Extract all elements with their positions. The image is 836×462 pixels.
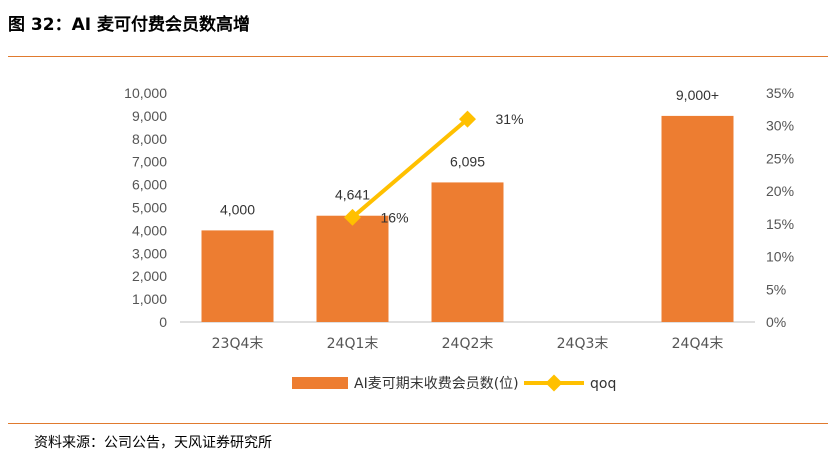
right-tick-label: 20%	[766, 183, 794, 199]
bar	[431, 182, 504, 322]
left-tick-label: 4,000	[132, 222, 167, 238]
legend-line-marker	[545, 374, 563, 392]
bar-data-label: 4,641	[335, 187, 370, 203]
x-tick-label: 24Q3末	[557, 336, 609, 352]
left-tick-label: 3,000	[132, 245, 167, 261]
right-tick-label: 10%	[766, 249, 794, 265]
left-tick-label: 8,000	[132, 131, 167, 147]
left-tick-label: 7,000	[132, 154, 167, 170]
left-tick-label: 10,000	[124, 85, 167, 101]
left-tick-label: 0	[159, 314, 167, 330]
left-tick-label: 6,000	[132, 177, 167, 193]
bottom-divider	[8, 423, 828, 424]
right-tick-label: 5%	[766, 281, 786, 297]
line-series: 16% 31%	[344, 110, 524, 226]
figure-title: 图 32：AI 麦可付费会员数高增	[8, 15, 250, 35]
left-tick-label: 1,000	[132, 291, 167, 307]
x-tick-label: 24Q4末	[672, 336, 724, 352]
legend-bar-label: AI麦可期末收费会员数(位)	[354, 376, 519, 392]
qoq-data-label: 31%	[496, 111, 524, 127]
x-axis-tick-labels: 23Q4末 24Q1末 24Q2末 24Q3末 24Q4末	[212, 336, 724, 352]
qoq-data-label: 16%	[381, 209, 409, 225]
x-tick-label: 24Q1末	[327, 336, 379, 352]
left-tick-label: 5,000	[132, 200, 167, 216]
left-axis: 0 1,000 2,000 3,000 4,000 5,000 6,000 7,000 8,00…	[124, 85, 167, 330]
bar-data-label: 4,000	[220, 201, 255, 217]
right-tick-label: 35%	[766, 85, 794, 101]
left-tick-label: 2,000	[132, 268, 167, 284]
top-divider	[8, 56, 828, 57]
right-tick-label: 15%	[766, 216, 794, 232]
qoq-point	[344, 208, 361, 226]
right-axis: 0% 5% 10% 15% 20% 25% 30% 35%	[766, 85, 794, 330]
legend-line-label: qoq	[590, 376, 616, 392]
right-tick-label: 30%	[766, 118, 794, 134]
x-tick-label: 23Q4末	[212, 336, 264, 352]
bar	[661, 115, 734, 323]
bar	[201, 230, 274, 322]
legend: AI麦可期末收费会员数(位) qoq	[292, 374, 616, 392]
legend-bar-swatch	[292, 377, 348, 389]
bar-series	[201, 115, 734, 323]
qoq-point	[459, 110, 476, 128]
right-tick-label: 0%	[766, 314, 786, 330]
bar	[316, 215, 389, 322]
source-note: 资料来源：公司公告，天风证券研究所	[34, 435, 272, 451]
bar-data-label: 9,000+	[676, 87, 719, 103]
right-tick-label: 25%	[766, 150, 794, 166]
left-tick-label: 9,000	[132, 108, 167, 124]
qoq-line	[351, 117, 469, 219]
bar-data-label: 6,095	[450, 153, 485, 169]
bar-data-labels: 4,000 4,641 6,095 9,000+	[220, 87, 719, 217]
x-tick-label: 24Q2末	[442, 336, 494, 352]
